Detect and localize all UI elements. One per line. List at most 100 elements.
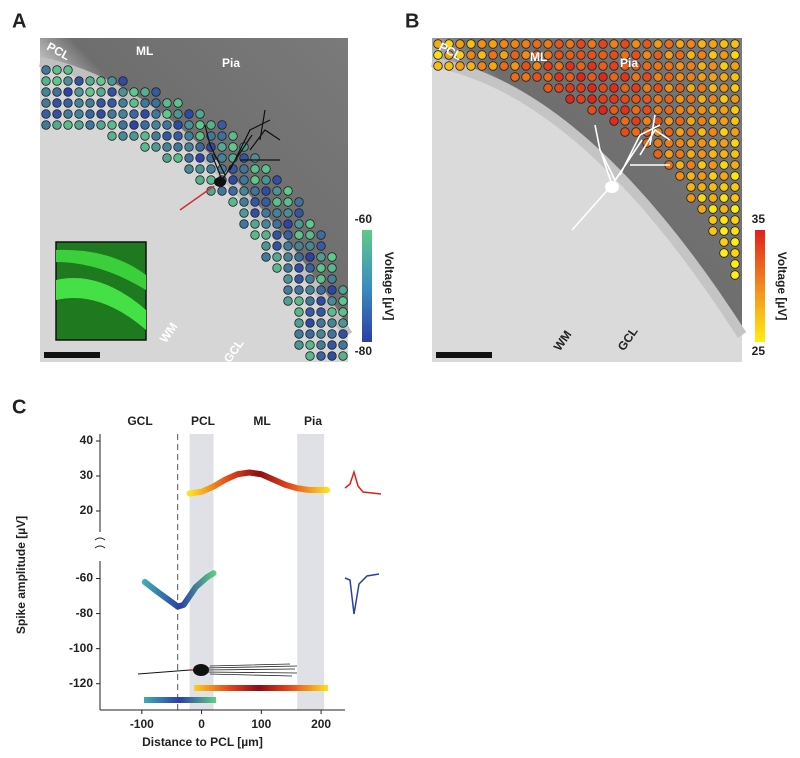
electrode-dot <box>719 215 729 225</box>
electrode-dot <box>664 72 674 82</box>
electrode-dot <box>41 109 51 119</box>
waveform-icon <box>344 469 382 495</box>
electrode-dot <box>63 76 73 86</box>
electrode-dot <box>719 105 729 115</box>
electrode-dot <box>338 296 348 306</box>
electrode-dot <box>708 116 718 126</box>
electrode-dot <box>686 105 696 115</box>
electrode-dot <box>719 182 729 192</box>
electrode-dot <box>239 153 249 163</box>
electrode-dot <box>305 329 315 339</box>
electrode-dot <box>554 72 564 82</box>
electrode-dot <box>499 39 509 49</box>
electrode-dot <box>118 131 128 141</box>
electrode-dot <box>195 131 205 141</box>
electrode-dot <box>85 98 95 108</box>
electrode-dot <box>675 160 685 170</box>
x-tick-label: -100 <box>130 717 154 731</box>
electrode-dot <box>305 340 315 350</box>
electrode-dot <box>217 186 227 196</box>
region-label: Pia <box>620 56 638 70</box>
electrode-dot <box>96 109 106 119</box>
electrode-dot <box>41 98 51 108</box>
electrode-dot <box>162 142 172 152</box>
electrode-dot <box>730 127 740 137</box>
electrode-dot <box>41 87 51 97</box>
electrode-dot <box>631 61 641 71</box>
electrode-dot <box>697 94 707 104</box>
electrode-dot <box>294 318 304 328</box>
electrode-dot <box>52 65 62 75</box>
electrode-dot <box>206 164 216 174</box>
electrode-dot <box>708 149 718 159</box>
electrode-dot <box>327 351 337 361</box>
electrode-dot <box>294 263 304 273</box>
electrode-dot <box>316 285 326 295</box>
electrode-dot <box>697 39 707 49</box>
electrode-dot <box>719 116 729 126</box>
scale-bar <box>44 352 100 358</box>
electrode-dot <box>708 138 718 148</box>
electrode-dot <box>653 138 663 148</box>
electrode-dot <box>283 296 293 306</box>
electrode-dot <box>642 116 652 126</box>
colorbar <box>362 230 372 342</box>
electrode-dot <box>305 274 315 284</box>
electrode-dot <box>708 160 718 170</box>
electrode-dot <box>294 329 304 339</box>
electrode-dot <box>272 175 282 185</box>
colorbar-tick: 25 <box>752 344 766 358</box>
pcl-band <box>431 57 747 338</box>
electrode-dot <box>719 248 729 258</box>
electrode-dot <box>107 120 117 130</box>
electrode-dot <box>96 87 106 97</box>
electrode-dot <box>642 72 652 82</box>
electrode-dot <box>41 76 51 86</box>
electrode-dot <box>316 329 326 339</box>
electrode-dot <box>173 142 183 152</box>
electrode-dot <box>488 50 498 60</box>
electrode-dot <box>642 50 652 60</box>
electrode-dot <box>576 39 586 49</box>
electrode-dot <box>316 296 326 306</box>
electrode-dot <box>499 50 509 60</box>
electrode-dot <box>305 263 315 273</box>
electrode-dot <box>272 186 282 196</box>
electrode-dot <box>719 138 729 148</box>
electrode-dot <box>294 230 304 240</box>
electrode-dot <box>173 153 183 163</box>
y-tick-label: -100 <box>69 641 93 655</box>
electrode-dot <box>708 226 718 236</box>
electrode-dot <box>162 98 172 108</box>
electrode-dot <box>261 219 271 229</box>
electrode-dot <box>686 94 696 104</box>
electrode-dot <box>609 61 619 71</box>
electrode-dot <box>261 164 271 174</box>
electrode-dot <box>272 263 282 273</box>
electrode-dot <box>719 226 729 236</box>
electrode-dot <box>532 50 542 60</box>
electrode-dot <box>206 153 216 163</box>
electrode-dot <box>184 164 194 174</box>
electrode-dot <box>272 252 282 262</box>
electrode-dot <box>433 50 443 60</box>
electrode-dot <box>466 50 476 60</box>
electrode-dot <box>151 131 161 141</box>
electrode-dot <box>653 72 663 82</box>
electrode-dot <box>195 120 205 130</box>
inset-band <box>56 249 146 290</box>
electrode-dot <box>250 219 260 229</box>
electrode-dot <box>316 252 326 262</box>
electrode-dot <box>283 186 293 196</box>
electrode-dot <box>52 109 62 119</box>
electrode-dot <box>576 61 586 71</box>
electrode-dot <box>294 307 304 317</box>
electrode-dot <box>283 208 293 218</box>
electrode-dot <box>719 61 729 71</box>
electrode-dot <box>697 138 707 148</box>
electrode-dot <box>52 120 62 130</box>
electrode-dot <box>140 87 150 97</box>
electrode-dot <box>598 61 608 71</box>
electrode-dot <box>719 127 729 137</box>
neuron-axon <box>137 669 191 675</box>
